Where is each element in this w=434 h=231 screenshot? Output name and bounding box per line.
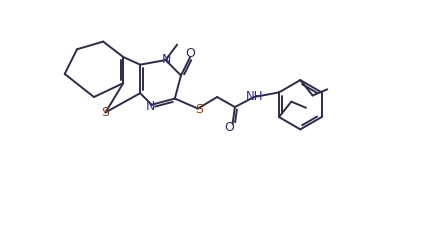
Text: NH: NH (246, 90, 263, 103)
Text: N: N (145, 100, 155, 113)
Text: O: O (224, 121, 234, 134)
Text: S: S (101, 106, 109, 119)
Text: O: O (185, 47, 195, 60)
Text: S: S (194, 103, 202, 116)
Text: N: N (161, 53, 171, 66)
